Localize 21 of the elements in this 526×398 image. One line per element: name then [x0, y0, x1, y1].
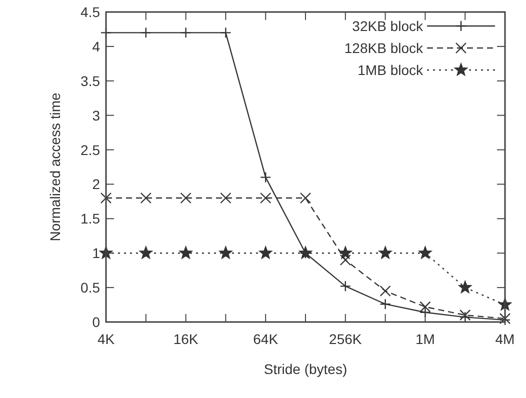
legend-label: 128KB block — [344, 40, 424, 56]
y-tick-label: 4 — [92, 38, 100, 54]
y-tick-label: 0.5 — [80, 280, 100, 296]
x-tick-label: 4K — [97, 331, 116, 347]
x-tick-label: 64K — [253, 331, 279, 347]
y-axis-title: Normalized access time — [47, 92, 63, 242]
legend-label: 32KB block — [352, 18, 424, 34]
y-tick-label: 3 — [92, 107, 100, 124]
y-tick-label: 0 — [92, 314, 100, 330]
legend-label: 1MB block — [358, 62, 424, 78]
y-tick-label: 1.5 — [80, 210, 100, 227]
x-tick-label: 16K — [173, 331, 199, 347]
y-tick-label: 3.5 — [80, 72, 100, 89]
y-tick-label: 1 — [92, 245, 100, 262]
y-tick-label: 4.5 — [80, 4, 100, 20]
x-tick-label: 256K — [329, 331, 362, 347]
x-axis-title: Stride (bytes) — [264, 361, 348, 377]
y-tick-label: 2.5 — [80, 142, 100, 158]
x-tick-label: 4M — [495, 331, 515, 347]
y-tick-label: 2 — [92, 176, 100, 192]
x-tick-label: 1M — [415, 331, 435, 347]
